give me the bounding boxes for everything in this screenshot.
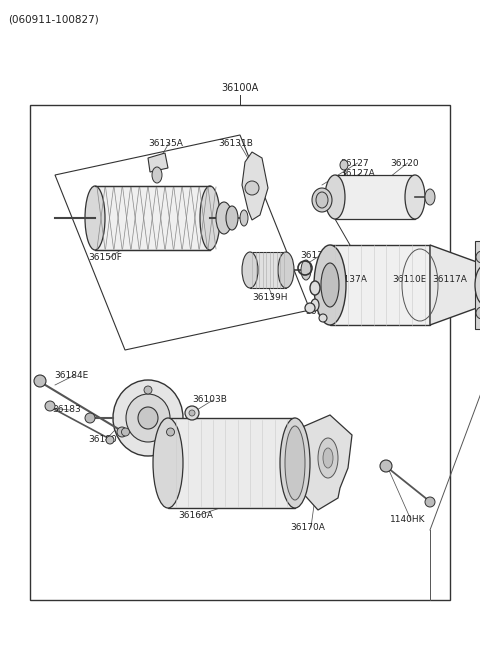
Text: 36100A: 36100A bbox=[221, 83, 259, 93]
Text: 36120: 36120 bbox=[390, 159, 419, 167]
Ellipse shape bbox=[200, 186, 220, 250]
Ellipse shape bbox=[314, 245, 346, 325]
Bar bbox=[168, 418, 295, 508]
Text: 36117A: 36117A bbox=[432, 276, 467, 285]
Bar bbox=[30, 105, 450, 600]
Ellipse shape bbox=[316, 192, 328, 208]
Text: 36183: 36183 bbox=[52, 405, 81, 415]
Ellipse shape bbox=[121, 428, 130, 436]
Ellipse shape bbox=[189, 410, 195, 416]
Ellipse shape bbox=[425, 497, 435, 507]
Ellipse shape bbox=[106, 436, 114, 444]
Text: 36138A: 36138A bbox=[300, 251, 335, 260]
Text: 36131B: 36131B bbox=[218, 138, 253, 148]
Ellipse shape bbox=[85, 186, 105, 250]
Ellipse shape bbox=[242, 252, 258, 288]
Ellipse shape bbox=[117, 427, 127, 437]
Text: 36150F: 36150F bbox=[88, 253, 122, 262]
Ellipse shape bbox=[425, 189, 435, 205]
Ellipse shape bbox=[278, 252, 294, 288]
Bar bbox=[95, 186, 210, 250]
Text: 36139H: 36139H bbox=[252, 293, 288, 302]
Bar bbox=[330, 245, 430, 325]
Ellipse shape bbox=[340, 160, 348, 170]
Ellipse shape bbox=[476, 307, 480, 319]
Ellipse shape bbox=[321, 263, 339, 307]
Text: 36110E: 36110E bbox=[392, 276, 426, 285]
Ellipse shape bbox=[285, 426, 305, 500]
Polygon shape bbox=[148, 153, 168, 172]
Bar bbox=[250, 252, 286, 288]
Polygon shape bbox=[242, 152, 268, 220]
Text: 36137A: 36137A bbox=[332, 276, 367, 285]
Ellipse shape bbox=[311, 299, 319, 311]
Ellipse shape bbox=[152, 167, 162, 183]
Ellipse shape bbox=[240, 210, 248, 226]
Text: 36102H: 36102H bbox=[305, 308, 340, 316]
Polygon shape bbox=[300, 415, 352, 510]
Text: 36170A: 36170A bbox=[290, 522, 325, 531]
Text: 36184E: 36184E bbox=[54, 371, 88, 380]
Bar bbox=[335, 175, 415, 219]
Ellipse shape bbox=[476, 251, 480, 263]
Ellipse shape bbox=[323, 448, 333, 468]
Ellipse shape bbox=[318, 438, 338, 478]
Text: 36103B: 36103B bbox=[192, 396, 227, 405]
Ellipse shape bbox=[325, 175, 345, 219]
Ellipse shape bbox=[138, 407, 158, 429]
Text: 36127: 36127 bbox=[340, 159, 369, 167]
Ellipse shape bbox=[85, 413, 95, 423]
Text: (060911-100827): (060911-100827) bbox=[8, 14, 99, 24]
Polygon shape bbox=[430, 245, 480, 325]
Text: 36127A: 36127A bbox=[340, 169, 375, 178]
Ellipse shape bbox=[126, 394, 170, 442]
Bar bbox=[475, 241, 480, 329]
Text: 1140HK: 1140HK bbox=[390, 516, 425, 525]
Ellipse shape bbox=[301, 260, 311, 280]
Ellipse shape bbox=[167, 428, 175, 436]
Text: 36160A: 36160A bbox=[178, 510, 213, 520]
Text: 36135A: 36135A bbox=[148, 138, 183, 148]
Ellipse shape bbox=[312, 188, 332, 212]
Ellipse shape bbox=[34, 375, 46, 387]
Ellipse shape bbox=[113, 380, 183, 456]
Ellipse shape bbox=[153, 418, 183, 508]
Ellipse shape bbox=[280, 418, 310, 508]
Ellipse shape bbox=[216, 202, 232, 234]
Text: 36180: 36180 bbox=[88, 436, 117, 445]
Ellipse shape bbox=[310, 281, 320, 295]
Ellipse shape bbox=[475, 265, 480, 305]
Ellipse shape bbox=[319, 314, 327, 322]
Ellipse shape bbox=[380, 460, 392, 472]
Ellipse shape bbox=[185, 406, 199, 420]
Ellipse shape bbox=[45, 401, 55, 411]
Ellipse shape bbox=[245, 181, 259, 195]
Ellipse shape bbox=[144, 386, 152, 394]
Ellipse shape bbox=[405, 175, 425, 219]
Ellipse shape bbox=[305, 303, 315, 313]
Ellipse shape bbox=[226, 206, 238, 230]
